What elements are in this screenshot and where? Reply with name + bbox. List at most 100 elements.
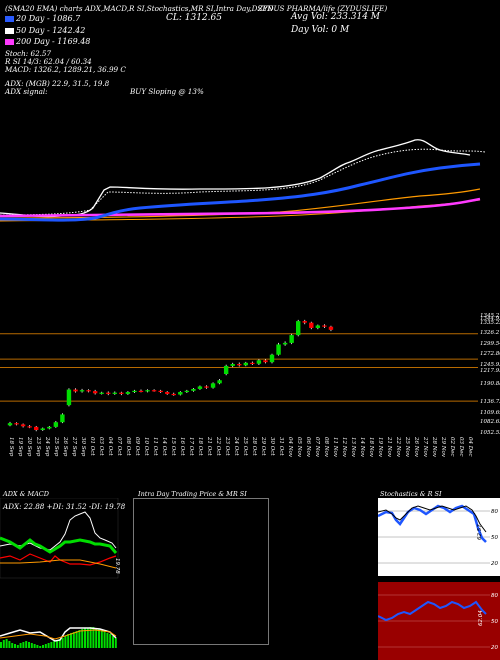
candle: [79, 388, 85, 393]
stoch-level-50: 50: [491, 535, 498, 541]
legend-swatch-sma50: [5, 28, 14, 34]
macd-histogram-bar: [28, 642, 30, 648]
price-label: 1245.93: [480, 362, 500, 368]
rsi-level-50: 50: [491, 619, 498, 625]
candle: [178, 391, 183, 396]
date-label: 25 Sep: [53, 437, 59, 457]
candle: [125, 391, 131, 395]
date-label: 01 Oct: [89, 437, 95, 456]
macd-signal-line: [0, 629, 117, 640]
candle-body: [230, 364, 235, 366]
date-label: 06 Nov: [305, 437, 311, 457]
macd-histogram-bar: [25, 641, 28, 648]
intraday-panel: [133, 498, 269, 645]
adx-signal-value: BUY Sloping @ 13%: [130, 87, 204, 96]
macd-readout: MACD: 1326.2, 1289.21, 36.99 C: [5, 65, 126, 74]
candle: [171, 392, 176, 396]
macd-histogram-bar: [106, 633, 109, 648]
candle-body: [217, 380, 222, 384]
date-label: 08 Nov: [323, 437, 329, 457]
candle: [243, 361, 248, 367]
rsi-readout: R SI 14/3: 62.04 / 60.34: [5, 57, 92, 66]
adx-panel-readout: ADX: 22.88 +DI: 31.52 -DI: 19.78: [2, 502, 125, 511]
macd-histogram-bar: [92, 627, 95, 648]
candle: [289, 333, 294, 345]
candle: [145, 389, 150, 393]
candle: [256, 359, 262, 365]
macd-histogram-bar: [112, 636, 114, 648]
macd-histogram-bar: [22, 642, 25, 648]
price-label: 1344.93: [480, 316, 500, 322]
price-label: 1190.88: [480, 381, 500, 387]
stochastic-readout: Stoch: 62.57: [5, 49, 52, 58]
price-label: 1326.27: [480, 330, 500, 336]
candle: [230, 362, 235, 368]
candle-body: [145, 390, 150, 392]
candle-body: [92, 391, 98, 394]
candle-body: [289, 335, 294, 343]
adx-signal-label: ADX signal:: [5, 87, 48, 96]
candle: [269, 353, 275, 364]
date-label: 19 Sep: [17, 437, 23, 457]
candle: [53, 420, 59, 428]
candle-body: [40, 428, 45, 430]
rsi-value-label: 62.04: [478, 610, 484, 626]
price-label: 1082.62: [480, 419, 500, 425]
candle: [328, 325, 334, 332]
date-label: 04 Nov: [287, 437, 293, 457]
date-label: 18 Oct: [197, 437, 203, 456]
candle-body: [197, 386, 203, 389]
macd-histogram-bar: [86, 628, 89, 648]
macd-histogram-bar: [61, 638, 64, 648]
candle: [73, 388, 78, 393]
date-label: 03 Dec: [458, 437, 464, 457]
date-label: 26 Nov: [413, 437, 419, 457]
macd-histogram-bar: [58, 639, 61, 648]
candle: [158, 389, 163, 393]
date-label: 11 Oct: [152, 437, 158, 456]
legend-sma20: 20 Day - 1086.7: [16, 14, 81, 23]
macd-histogram-bar: [53, 641, 56, 648]
candle-body: [256, 360, 262, 364]
price-label: 1335.25: [480, 320, 500, 326]
date-label: 18 Sep: [8, 437, 14, 457]
average-volume: Avg Vol: 233.314 M: [291, 12, 380, 22]
macd-histogram-bar: [98, 629, 100, 648]
candle: [151, 389, 157, 392]
candle: [191, 388, 196, 392]
price-label: 1299.54: [480, 341, 500, 347]
date-label: 03 Oct: [98, 437, 104, 456]
date-label: 02 Dec: [449, 437, 455, 457]
date-label: 29 Oct: [260, 437, 266, 456]
candle-body: [276, 344, 281, 355]
candle: [237, 362, 242, 367]
candle: [60, 413, 65, 424]
candle: [27, 425, 32, 429]
date-label: 28 Oct: [251, 437, 257, 456]
macd-histogram-bar: [89, 627, 92, 648]
date-label: 10 Oct: [143, 437, 149, 456]
rsi-level-80: 80: [491, 593, 498, 599]
date-label: 11 Nov: [332, 437, 338, 457]
macd-histogram-bar: [56, 640, 58, 648]
candle-body: [99, 392, 104, 394]
date-label: 27 Sep: [71, 437, 77, 457]
candle: [204, 385, 209, 389]
candle-body: [53, 422, 59, 427]
candle: [40, 427, 45, 431]
stoch-k-line: [378, 504, 487, 543]
macd-histogram-bar: [47, 643, 50, 648]
date-label: 14 Nov: [359, 437, 365, 457]
date-label: 05 Nov: [296, 437, 302, 457]
close-price: CL: 1312.65: [166, 13, 222, 23]
candle: [302, 319, 307, 325]
candle: [165, 391, 170, 395]
candle: [263, 359, 268, 364]
candle-body: [210, 383, 216, 388]
candle-body: [165, 392, 170, 394]
macd-histogram: [0, 627, 117, 648]
date-label: 30 Oct: [269, 437, 275, 456]
stoch-level-80: 80: [491, 509, 498, 515]
rsi-line: [378, 600, 487, 622]
date-label: 07 Nov: [314, 437, 320, 457]
